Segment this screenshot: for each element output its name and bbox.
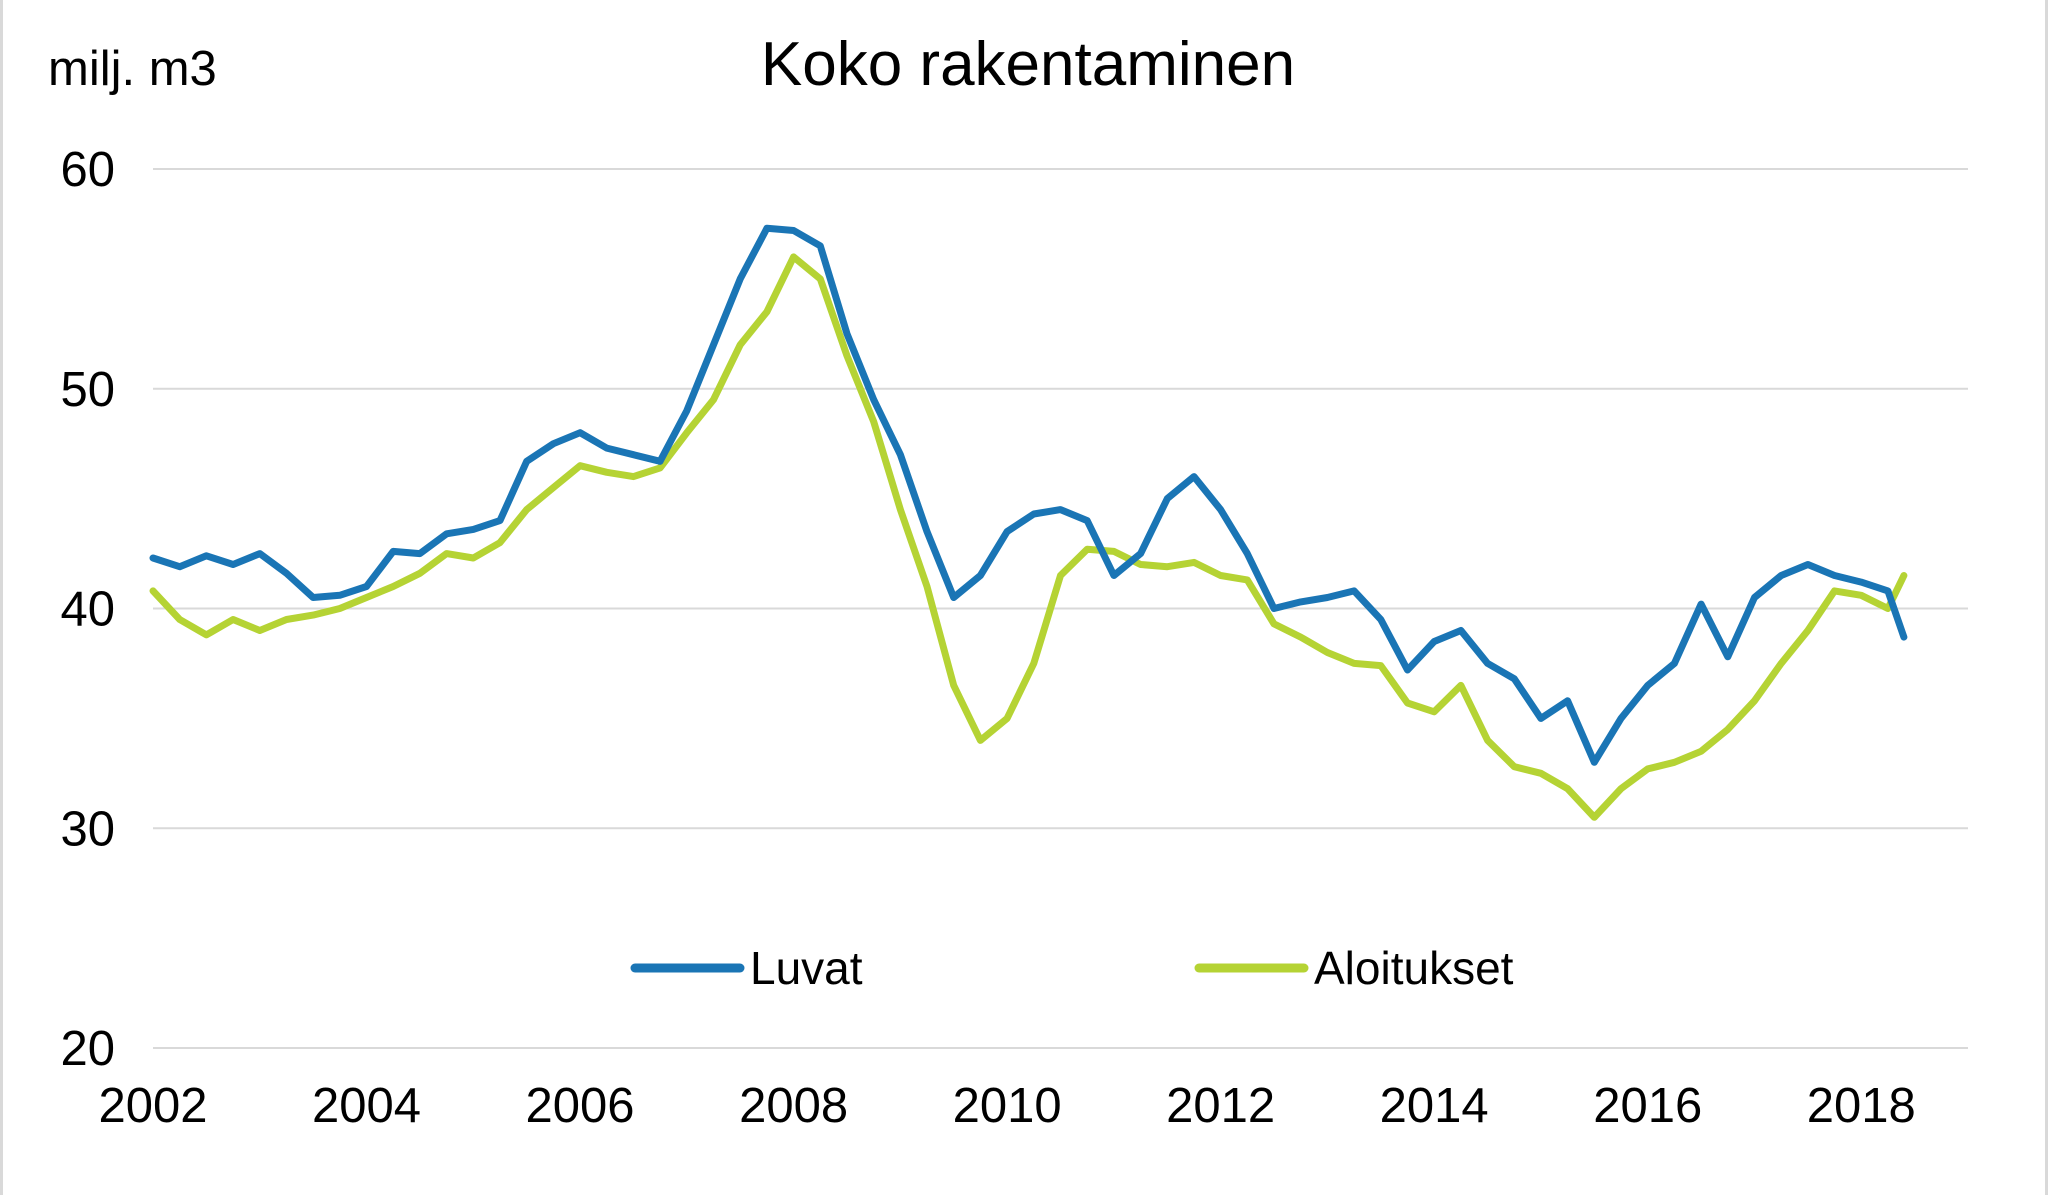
chart-svg: Koko rakentaminen milj. m3 20 30 40 50 60 20… — [48, 30, 1968, 1133]
y-axis-label: milj. m3 — [48, 42, 217, 96]
x-tick-label: 2018 — [1807, 1079, 1916, 1133]
y-tick-label: 40 — [60, 583, 115, 637]
legend-label-aloitukset: Aloitukset — [1314, 942, 1514, 994]
x-tick-label: 2006 — [526, 1079, 635, 1133]
series-line-aloitukset — [149, 253, 1908, 821]
series-layer — [149, 224, 1908, 821]
series-line-luvat — [149, 224, 1908, 766]
x-tick-label: 2004 — [312, 1079, 421, 1133]
y-tick-label: 30 — [60, 802, 115, 856]
y-tick-label: 50 — [60, 363, 115, 417]
x-tick-label: 2010 — [953, 1079, 1062, 1133]
y-tick-labels: 20 30 40 50 60 — [60, 143, 115, 1076]
legend-label-luvat: Luvat — [750, 942, 863, 994]
legend: Luvat Aloitukset — [630, 942, 1514, 994]
x-tick-label: 2012 — [1166, 1079, 1275, 1133]
x-tick-label: 2014 — [1380, 1079, 1489, 1133]
x-tick-label: 2008 — [739, 1079, 848, 1133]
grid-layer — [153, 168, 1968, 1049]
x-tick-label: 2002 — [98, 1079, 207, 1133]
y-tick-label: 20 — [60, 1022, 115, 1076]
x-tick-label: 2016 — [1593, 1079, 1702, 1133]
y-tick-label: 60 — [60, 143, 115, 197]
chart-title: Koko rakentaminen — [761, 30, 1295, 99]
x-tick-labels: 2002 2004 2006 2008 2010 2012 2014 2016 2018 — [98, 1079, 1915, 1133]
